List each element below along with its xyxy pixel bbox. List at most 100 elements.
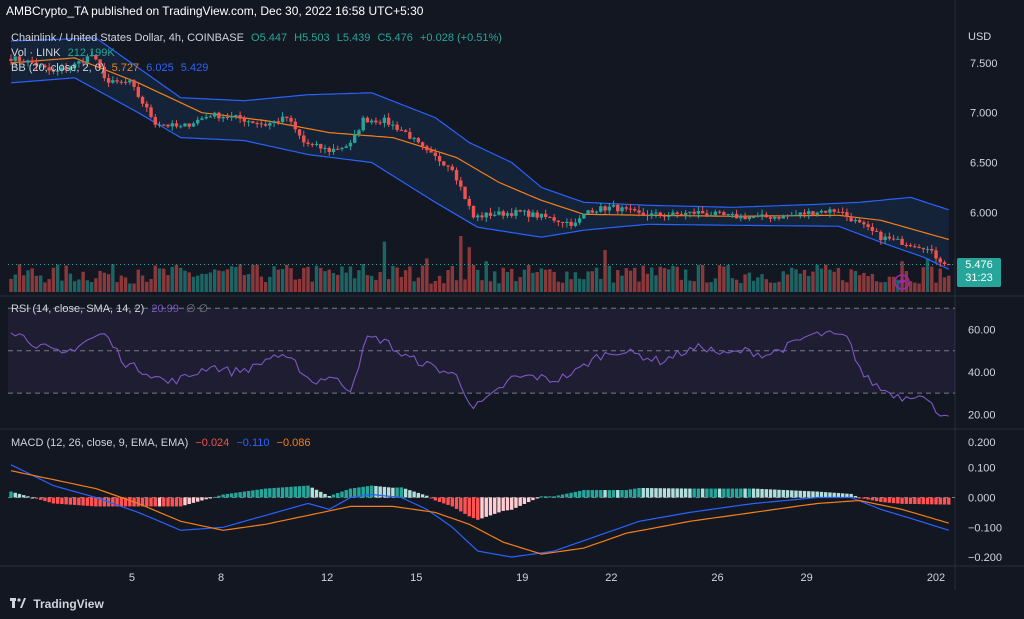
- candle-body: [849, 216, 853, 222]
- candle-body: [484, 212, 488, 218]
- volume-bar: [357, 270, 361, 292]
- macd-histogram-bar: [650, 488, 654, 498]
- rsi-tick-label: 20.00: [968, 409, 996, 421]
- volume-bar: [811, 271, 815, 292]
- volume-bar: [497, 283, 501, 292]
- candle-body: [947, 264, 951, 266]
- macd-histogram-bar: [85, 497, 90, 506]
- volume-bar: [879, 282, 883, 292]
- macd-histogram-bar: [688, 488, 692, 498]
- macd-histogram-bar: [476, 497, 480, 520]
- macd-histogram-bar: [722, 488, 726, 498]
- candle-body: [493, 214, 497, 216]
- macd-histogram-bar: [255, 489, 259, 498]
- volume-bar: [832, 271, 836, 292]
- candle-body: [539, 213, 544, 218]
- macd-histogram-bar: [217, 495, 221, 498]
- volume-bar: [764, 279, 768, 292]
- volume-bar: [510, 268, 514, 292]
- macd-histogram-bar: [599, 490, 603, 498]
- candle-body: [183, 123, 187, 127]
- macd-histogram-bar: [319, 491, 323, 498]
- macd-histogram-bar: [751, 488, 756, 498]
- candle-body: [658, 212, 662, 216]
- bb-legend[interactable]: BB (20, close, 2, 0) 5.727 6.025 5.429: [11, 62, 212, 74]
- volume-bar: [522, 269, 527, 292]
- rsi-legend[interactable]: RSI (14, close, SMA, 14, 2) 20.99 ∅ ∅: [11, 302, 212, 315]
- candle-body: [395, 124, 399, 130]
- candle-body: [552, 217, 556, 221]
- candle-body: [94, 55, 98, 60]
- volume-bar: [722, 266, 726, 292]
- candle-body: [412, 138, 416, 140]
- macd-histogram-bar: [493, 497, 497, 514]
- macd-histogram-bar: [225, 493, 230, 498]
- macd-histogram-bar: [166, 497, 170, 507]
- volume-bar: [369, 275, 374, 292]
- volume-bar: [225, 269, 230, 292]
- macd-histogram-bar: [68, 497, 73, 505]
- macd-histogram-bar: [730, 488, 735, 498]
- candle-body: [794, 214, 798, 216]
- volume-bar: [293, 279, 297, 292]
- macd-histogram-bar: [386, 487, 391, 498]
- volume-legend[interactable]: Vol · LINK 212.199K: [11, 47, 119, 59]
- volume-bar: [454, 280, 459, 292]
- macd-legend[interactable]: MACD (12, 26, close, 9, EMA, EMA) −0.024…: [11, 437, 315, 449]
- candle-body: [255, 122, 259, 124]
- tradingview-logo-icon: [10, 597, 26, 611]
- volume-bar: [641, 265, 645, 292]
- volume-bar: [662, 268, 667, 292]
- bb-basis-value: 5.727: [111, 62, 140, 74]
- macd-histogram-bar: [645, 488, 650, 498]
- candle-body: [242, 118, 247, 122]
- close-value: C5.476: [377, 32, 413, 44]
- macd-histogram-bar: [111, 497, 115, 507]
- time-tick-label: 15: [410, 572, 422, 584]
- volume-bar: [403, 270, 408, 292]
- macd-histogram-bar: [314, 489, 319, 498]
- macd-histogram-bar: [543, 496, 548, 498]
- candle-body: [938, 258, 942, 263]
- macd-histogram-bar: [9, 491, 13, 498]
- candle-body: [501, 211, 505, 216]
- volume-bar: [382, 241, 387, 292]
- candle-body: [586, 210, 590, 214]
- macd-histogram-bar: [501, 497, 505, 511]
- candle-body: [26, 60, 30, 63]
- macd-histogram-bar: [692, 488, 696, 498]
- rsi-value: 20.99: [151, 303, 179, 315]
- tradingview-brand[interactable]: TradingView: [10, 597, 104, 611]
- candle-body: [408, 132, 412, 139]
- candle-body: [633, 209, 637, 211]
- macd-histogram-bar: [115, 497, 119, 507]
- candle-body: [773, 217, 777, 219]
- symbol-name[interactable]: Chainlink / United States Dollar, 4h, CO…: [11, 32, 244, 44]
- volume-bar: [781, 271, 785, 292]
- volume-bar: [480, 280, 484, 292]
- volume-bar: [798, 273, 802, 292]
- macd-histogram-bar: [896, 497, 900, 504]
- macd-histogram-bar: [866, 497, 870, 500]
- candle-body: [238, 115, 242, 119]
- volume-bar: [866, 276, 870, 292]
- time-tick-label: 22: [605, 572, 617, 584]
- candle-body: [276, 121, 281, 123]
- macd-histogram-bar: [675, 488, 679, 498]
- candle-body: [790, 215, 794, 217]
- candle-body: [187, 123, 191, 127]
- volume-bar: [493, 271, 497, 292]
- macd-histogram-bar: [208, 497, 213, 499]
- symbol-legend[interactable]: Chainlink / United States Dollar, 4h, CO…: [11, 32, 506, 44]
- candle-body: [582, 213, 586, 219]
- volume-bar: [594, 267, 599, 292]
- volume-bar: [314, 265, 319, 292]
- macd-histogram-bar: [667, 488, 671, 498]
- volume-bar: [756, 277, 760, 292]
- macd-histogram-bar: [276, 487, 281, 498]
- volume-bar: [887, 276, 892, 292]
- candle-body: [259, 123, 264, 125]
- volume-bar: [246, 274, 251, 292]
